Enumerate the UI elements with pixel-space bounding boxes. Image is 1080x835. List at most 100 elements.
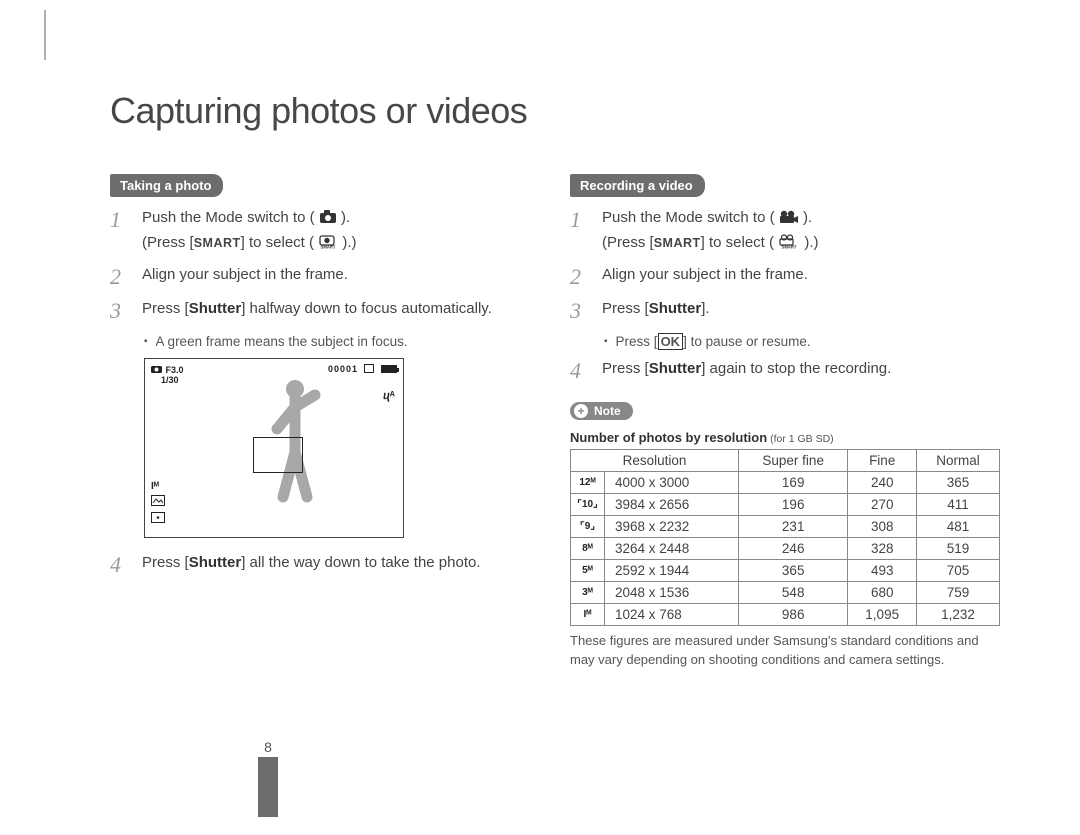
photo-step-3: 3 Press [Shutter] halfway down to focus … bbox=[110, 298, 540, 324]
res-fine: 1,095 bbox=[848, 604, 917, 626]
vf-left-icons: Iᴹ bbox=[151, 478, 165, 529]
step-number: 1 bbox=[110, 207, 128, 233]
res-icon: ⌜10⌟ bbox=[571, 494, 605, 516]
svg-text:SMART: SMART bbox=[782, 244, 797, 249]
section-heading-photo: Taking a photo bbox=[110, 174, 223, 197]
res-icon: 12ᴹ bbox=[571, 472, 605, 494]
page-number: 8 bbox=[258, 739, 278, 755]
res-icon: 8ᴹ bbox=[571, 538, 605, 560]
section-heading-video: Recording a video bbox=[570, 174, 705, 197]
res-superfine: 986 bbox=[739, 604, 848, 626]
photo-substep-3: ▪ A green frame means the subject in foc… bbox=[144, 333, 540, 352]
res-fine: 493 bbox=[848, 560, 917, 582]
video-substep-3: ▪ Press [OK] to pause or resume. bbox=[604, 333, 1000, 352]
res-fine: 270 bbox=[848, 494, 917, 516]
two-column-layout: Taking a photo 1 Push the Mode switch to… bbox=[60, 174, 1040, 670]
step-number: 1 bbox=[570, 207, 588, 233]
video-icon bbox=[779, 209, 799, 232]
smart-video-icon: SMART bbox=[778, 234, 800, 257]
video-step-3: 3 Press [Shutter]. bbox=[570, 298, 1000, 324]
table-row: 12ᴹ4000 x 3000169240365 bbox=[571, 472, 1000, 494]
res-dim: 3984 x 2656 bbox=[605, 494, 739, 516]
res-dim: 3968 x 2232 bbox=[605, 516, 739, 538]
page-title: Capturing photos or videos bbox=[110, 90, 1040, 132]
res-dim: 2048 x 1536 bbox=[605, 582, 739, 604]
svg-text:SMART: SMART bbox=[321, 244, 336, 249]
vf-flash-icon: ⴗᴬ bbox=[383, 389, 395, 402]
manual-page: Capturing photos or videos Taking a phot… bbox=[60, 0, 1040, 835]
table-row: 8ᴹ3264 x 2448246328519 bbox=[571, 538, 1000, 560]
step-text: Align your subject in the frame. bbox=[602, 264, 808, 287]
res-normal: 519 bbox=[917, 538, 1000, 560]
res-dim: 3264 x 2448 bbox=[605, 538, 739, 560]
res-icon: Iᴹ bbox=[571, 604, 605, 626]
step-text: Press [Shutter] again to stop the record… bbox=[602, 358, 891, 381]
table-row: ⌜9⌟3968 x 2232231308481 bbox=[571, 516, 1000, 538]
table-caption: Number of photos by resolution (for 1 GB… bbox=[570, 430, 1000, 445]
binding-mark bbox=[44, 10, 46, 60]
sd-icon bbox=[364, 364, 374, 373]
note-badge: + Note bbox=[570, 402, 633, 420]
video-step-2: 2 Align your subject in the frame. bbox=[570, 264, 1000, 290]
res-dim: 2592 x 1944 bbox=[605, 560, 739, 582]
focus-frame bbox=[253, 437, 303, 473]
res-icon: 5ᴹ bbox=[571, 560, 605, 582]
step-number: 3 bbox=[110, 298, 128, 324]
smart-camera-icon: SMART bbox=[318, 234, 338, 257]
table-header-row: Resolution Super fine Fine Normal bbox=[571, 450, 1000, 472]
step-text: Press [Shutter]. bbox=[602, 298, 710, 321]
res-normal: 1,232 bbox=[917, 604, 1000, 626]
res-superfine: 548 bbox=[739, 582, 848, 604]
res-icon: ⌜9⌟ bbox=[571, 516, 605, 538]
resolution-table: Resolution Super fine Fine Normal 12ᴹ400… bbox=[570, 449, 1000, 626]
col-resolution: Resolution bbox=[571, 450, 739, 472]
col-normal: Normal bbox=[917, 450, 1000, 472]
col-fine: Fine bbox=[848, 450, 917, 472]
step-number: 3 bbox=[570, 298, 588, 324]
res-fine: 680 bbox=[848, 582, 917, 604]
res-dim: 4000 x 3000 bbox=[605, 472, 739, 494]
table-row: 3ᴹ2048 x 1536548680759 bbox=[571, 582, 1000, 604]
page-number-tab: 8 bbox=[258, 757, 278, 817]
vf-exposure: F3.0 1/30 bbox=[151, 364, 184, 386]
step-number: 4 bbox=[570, 358, 588, 384]
bullet-icon: ▪ bbox=[144, 333, 148, 352]
battery-icon bbox=[381, 365, 397, 373]
res-normal: 365 bbox=[917, 472, 1000, 494]
step-number: 2 bbox=[110, 264, 128, 290]
res-superfine: 246 bbox=[739, 538, 848, 560]
res-superfine: 231 bbox=[739, 516, 848, 538]
res-superfine: 365 bbox=[739, 560, 848, 582]
right-column: Recording a video 1 Push the Mode switch… bbox=[570, 174, 1000, 670]
table-footnote: These figures are measured under Samsung… bbox=[570, 632, 1000, 670]
viewfinder-illustration: F3.0 1/30 00001 ⴗᴬ Iᴹ bbox=[144, 358, 404, 538]
step-text: Push the Mode switch to ( ). (Press [SMA… bbox=[602, 207, 819, 256]
step-text: Press [Shutter] halfway down to focus au… bbox=[142, 298, 492, 321]
photo-step-4: 4 Press [Shutter] all the way down to ta… bbox=[110, 552, 540, 578]
photo-step-2: 2 Align your subject in the frame. bbox=[110, 264, 540, 290]
table-row: Iᴹ1024 x 7689861,0951,232 bbox=[571, 604, 1000, 626]
res-superfine: 196 bbox=[739, 494, 848, 516]
res-normal: 759 bbox=[917, 582, 1000, 604]
table-row: 5ᴹ2592 x 1944365493705 bbox=[571, 560, 1000, 582]
step-number: 2 bbox=[570, 264, 588, 290]
res-superfine: 169 bbox=[739, 472, 848, 494]
res-fine: 240 bbox=[848, 472, 917, 494]
photo-step-1: 1 Push the Mode switch to ( ). (Press [S… bbox=[110, 207, 540, 256]
step-number: 4 bbox=[110, 552, 128, 578]
left-column: Taking a photo 1 Push the Mode switch to… bbox=[110, 174, 540, 670]
res-fine: 328 bbox=[848, 538, 917, 560]
step-text: Push the Mode switch to ( ). (Press [SMA… bbox=[142, 207, 357, 256]
camera-icon bbox=[319, 209, 337, 232]
video-step-4: 4 Press [Shutter] again to stop the reco… bbox=[570, 358, 1000, 384]
res-normal: 411 bbox=[917, 494, 1000, 516]
plus-icon: + bbox=[574, 404, 588, 418]
res-dim: 1024 x 768 bbox=[605, 604, 739, 626]
table-row: ⌜10⌟3984 x 2656196270411 bbox=[571, 494, 1000, 516]
ok-button-label: OK bbox=[658, 333, 684, 350]
smart-button-label: SMART bbox=[194, 236, 241, 250]
bullet-icon: ▪ bbox=[604, 333, 608, 352]
res-normal: 481 bbox=[917, 516, 1000, 538]
step-text: Press [Shutter] all the way down to take… bbox=[142, 552, 481, 575]
vf-top-right: 00001 bbox=[328, 364, 397, 374]
